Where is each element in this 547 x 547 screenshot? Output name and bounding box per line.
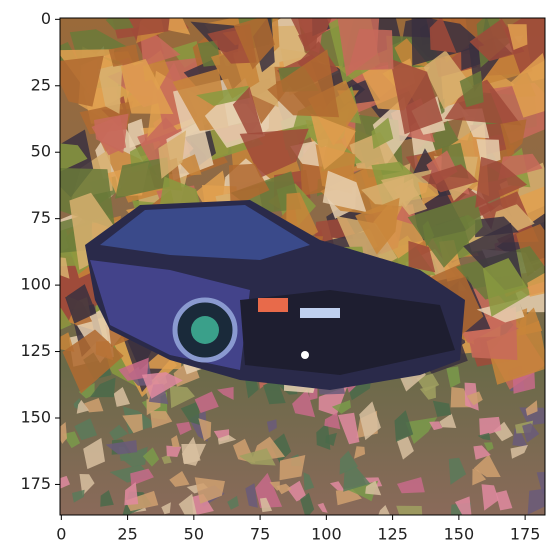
x-tick-label: 175	[510, 525, 541, 544]
x-tick-label: 25	[117, 525, 137, 544]
y-tick-label: 25	[31, 75, 51, 94]
car-wheel-hub	[191, 316, 219, 344]
x-tick-label: 125	[377, 525, 408, 544]
car-light	[258, 298, 288, 312]
x-tick-label: 150	[444, 525, 475, 544]
car-light	[301, 351, 309, 359]
x-tick-label: 100	[311, 525, 342, 544]
x-tick-label: 75	[250, 525, 270, 544]
y-tick-label: 125	[20, 341, 51, 360]
chart: 0 25 50 75 100 125 150 175 0 25 50 75 100 125 150 175	[0, 0, 547, 547]
x-tick-label: 50	[184, 525, 204, 544]
y-tick-label: 175	[20, 474, 51, 493]
y-tick-label: 75	[31, 208, 51, 227]
x-tick-label: 0	[56, 525, 66, 544]
car-light	[300, 308, 340, 318]
y-tick-label: 50	[31, 142, 51, 161]
y-tick-label: 0	[41, 9, 51, 28]
y-tick-label: 100	[20, 275, 51, 294]
y-tick-label: 150	[20, 407, 51, 426]
image-content	[33, 0, 547, 525]
